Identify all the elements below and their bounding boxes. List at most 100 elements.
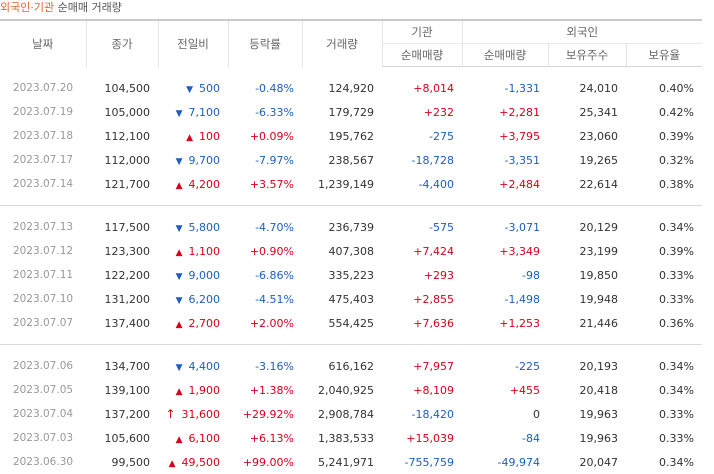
cell-rate: +0.09% bbox=[228, 124, 302, 148]
cell-ratio: 0.34% bbox=[626, 450, 702, 474]
cell-ratio: 0.33% bbox=[626, 263, 702, 287]
header-foreign-group: 외국인 bbox=[462, 20, 702, 44]
cell-volume: 238,567 bbox=[302, 148, 382, 172]
triangle-down-icon: ▼ bbox=[176, 272, 183, 282]
header-holdings: 보유주수 bbox=[548, 44, 626, 67]
cell-change: ▲1,100 bbox=[158, 239, 228, 263]
cell-date: 2023.07.20 bbox=[0, 76, 86, 100]
cell-close: 105,600 bbox=[86, 426, 158, 450]
cell-rate: +99.00% bbox=[228, 450, 302, 474]
cell-institution-net: +7,636 bbox=[382, 311, 462, 335]
cell-date: 2023.07.12 bbox=[0, 239, 86, 263]
cell-close: 112,100 bbox=[86, 124, 158, 148]
triangle-up-icon: ▲ bbox=[176, 435, 183, 445]
cell-close: 117,500 bbox=[86, 215, 158, 239]
cell-change: ▼ 9,700 bbox=[158, 148, 228, 172]
cell-close: 105,000 bbox=[86, 100, 158, 124]
cell-date: 2023.07.05 bbox=[0, 378, 86, 402]
cell-foreign-net: +3,349 bbox=[462, 239, 548, 263]
cell-change-value: 2,700 bbox=[189, 317, 221, 330]
cell-volume: 195,762 bbox=[302, 124, 382, 148]
cell-rate: -7.97% bbox=[228, 148, 302, 172]
cell-holdings: 20,047 bbox=[548, 450, 626, 474]
cell-volume: 236,739 bbox=[302, 215, 382, 239]
cell-change-value: 100 bbox=[199, 130, 220, 143]
cell-holdings: 19,265 bbox=[548, 148, 626, 172]
cell-close: 99,500 bbox=[86, 450, 158, 474]
cell-date: 2023.07.18 bbox=[0, 124, 86, 148]
cell-change-value: 31,600 bbox=[182, 408, 221, 421]
header-ratio: 보유율 bbox=[626, 44, 702, 67]
cell-rate: +29.92% bbox=[228, 402, 302, 426]
header-volume: 거래량 bbox=[302, 20, 382, 67]
cell-change-value: 9,700 bbox=[189, 154, 221, 167]
caption-investor: 외국인·기관 bbox=[0, 1, 54, 14]
cell-volume: 179,729 bbox=[302, 100, 382, 124]
cell-date: 2023.07.03 bbox=[0, 426, 86, 450]
cell-holdings: 22,614 bbox=[548, 172, 626, 196]
cell-change: ▼4,400 bbox=[158, 354, 228, 378]
triangle-down-icon: ▼ bbox=[186, 85, 193, 95]
cell-change: ▲49,500 bbox=[158, 450, 228, 474]
cell-foreign-net: -49,974 bbox=[462, 450, 548, 474]
cell-close: 139,100 bbox=[86, 378, 158, 402]
cell-foreign-net: +2,281 bbox=[462, 100, 548, 124]
cell-change: ▲4,200 bbox=[158, 172, 228, 196]
cell-holdings: 19,963 bbox=[548, 426, 626, 450]
cell-rate: +3.57% bbox=[228, 172, 302, 196]
cell-close: 137,200 bbox=[86, 402, 158, 426]
cell-change: ↑31,600 bbox=[158, 402, 228, 426]
cell-date: 2023.07.06 bbox=[0, 354, 86, 378]
cell-rate: +6.13% bbox=[228, 426, 302, 450]
cell-volume: 2,040,925 bbox=[302, 378, 382, 402]
cell-foreign-net: -1,331 bbox=[462, 76, 548, 100]
triangle-down-icon: ▼ bbox=[176, 157, 183, 167]
cell-close: 122,200 bbox=[86, 263, 158, 287]
cell-rate: -6.86% bbox=[228, 263, 302, 287]
cell-foreign-net: +3,795 bbox=[462, 124, 548, 148]
cell-ratio: 0.38% bbox=[626, 172, 702, 196]
cell-foreign-net: +1,253 bbox=[462, 311, 548, 335]
cell-institution-net: -755,759 bbox=[382, 450, 462, 474]
cell-rate: -4.70% bbox=[228, 215, 302, 239]
section-caption: 외국인·기관 순매매 거래량 bbox=[0, 0, 122, 18]
cell-holdings: 21,446 bbox=[548, 311, 626, 335]
cell-rate: -6.33% bbox=[228, 100, 302, 124]
cell-foreign-net: -1,498 bbox=[462, 287, 548, 311]
cell-date: 2023.07.07 bbox=[0, 311, 86, 335]
group-divider bbox=[0, 196, 702, 206]
cell-institution-net: -18,728 bbox=[382, 148, 462, 172]
cell-foreign-net: -225 bbox=[462, 354, 548, 378]
triangle-down-icon: ▼ bbox=[176, 109, 183, 119]
cell-rate: -4.51% bbox=[228, 287, 302, 311]
cell-institution-net: -275 bbox=[382, 124, 462, 148]
header-institution-net: 순매매량 bbox=[382, 44, 462, 67]
triangle-up-icon: ▲ bbox=[176, 387, 183, 397]
cell-holdings: 19,963 bbox=[548, 402, 626, 426]
header-rate: 등락률 bbox=[228, 20, 302, 67]
cell-close: 137,400 bbox=[86, 311, 158, 335]
cell-date: 2023.07.19 bbox=[0, 100, 86, 124]
cell-change-value: 1,900 bbox=[189, 384, 221, 397]
cell-volume: 335,223 bbox=[302, 263, 382, 287]
caption-net-volume: 순매매 거래량 bbox=[58, 1, 122, 14]
cell-change: ▼5,800 bbox=[158, 215, 228, 239]
cell-institution-net: +15,039 bbox=[382, 426, 462, 450]
cell-change-value: 6,100 bbox=[189, 432, 221, 445]
header-change: 전일비 bbox=[158, 20, 228, 67]
cell-volume: 2,908,784 bbox=[302, 402, 382, 426]
triangle-up-icon: ▲ bbox=[176, 248, 183, 258]
cell-foreign-net: +455 bbox=[462, 378, 548, 402]
cell-holdings: 19,850 bbox=[548, 263, 626, 287]
cell-holdings: 20,418 bbox=[548, 378, 626, 402]
